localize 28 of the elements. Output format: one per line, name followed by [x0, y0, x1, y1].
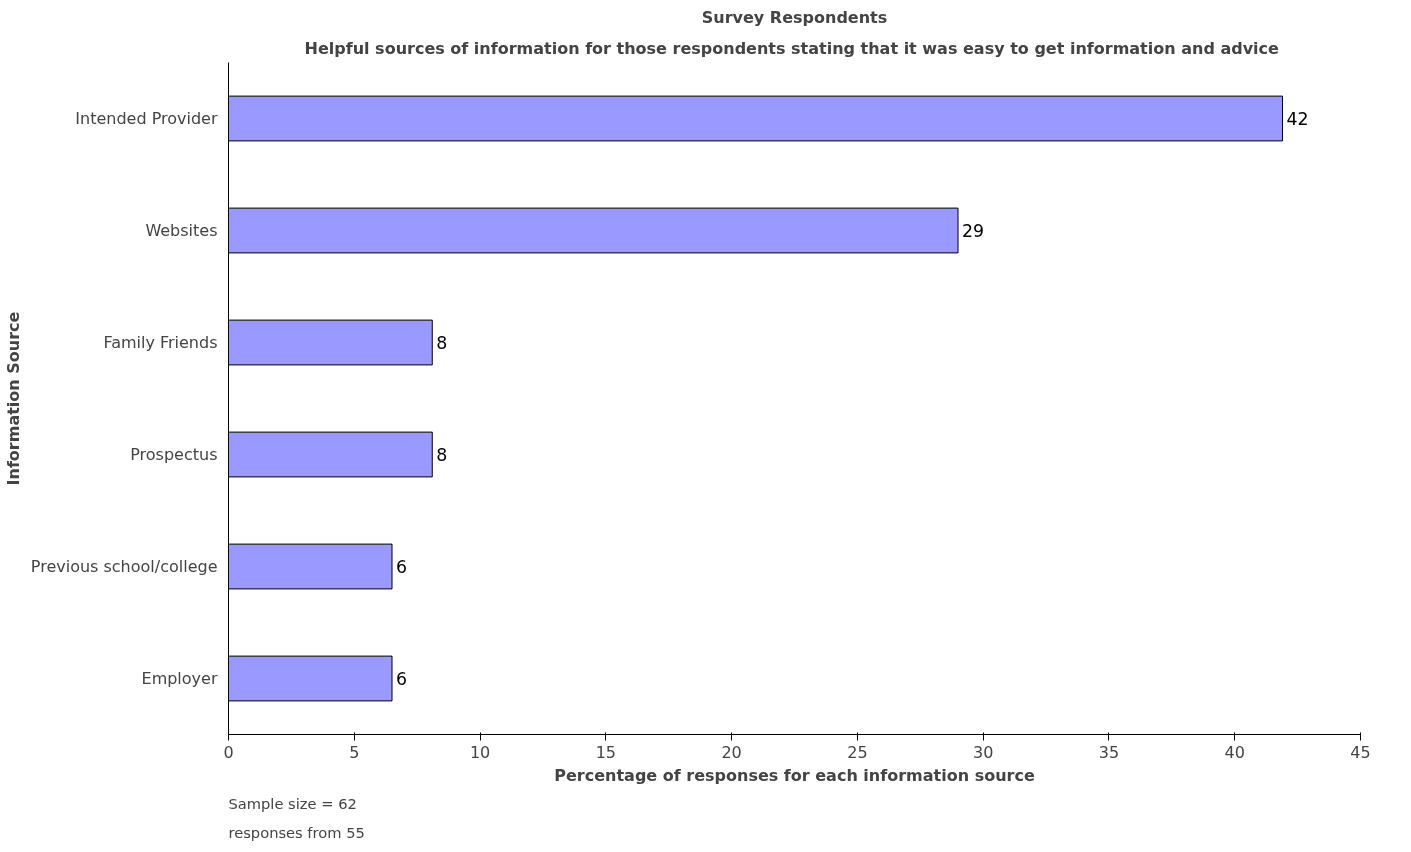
data-label: 8 [436, 445, 448, 465]
y-tick-label: Previous school/college [30, 557, 218, 576]
x-tick-label: 25 [847, 742, 868, 762]
x-tick-label: 0 [223, 742, 234, 762]
chart-title: Survey Respondents [701, 7, 888, 27]
x-axis-title: Percentage of responses for each information source [554, 765, 1035, 785]
data-label: 8 [436, 333, 448, 353]
text: Sample size = 62 [228, 794, 357, 812]
y-tick-label: Prospectus [130, 445, 218, 464]
x-tick-label: 35 [1098, 742, 1120, 762]
data-label: 29 [962, 221, 985, 241]
text: responses from 55 [228, 823, 365, 841]
y-tick-label: Family Friends [103, 333, 218, 352]
chart-subtitle: Helpful sources of information for those respondents stating that it was easy to get information and advice [304, 38, 1280, 58]
x-tick-label: 5 [349, 742, 360, 762]
y-axis-title: Information Source [3, 311, 23, 486]
x-tick-label: 20 [721, 742, 742, 762]
x-tick-label: 10 [469, 742, 491, 762]
data-label: 42 [1286, 109, 1309, 129]
x-tick-label: 45 [1350, 742, 1371, 762]
x-tick-label: 15 [595, 742, 617, 762]
x-tick-label: 30 [972, 742, 994, 762]
y-tick-label: Employer [141, 669, 218, 688]
y-tick-label: Intended Provider [75, 109, 218, 128]
data-label: 6 [396, 669, 408, 689]
data-label: 6 [396, 557, 408, 577]
x-tick-label: 40 [1224, 742, 1245, 762]
y-tick-label: Websites [145, 221, 218, 240]
